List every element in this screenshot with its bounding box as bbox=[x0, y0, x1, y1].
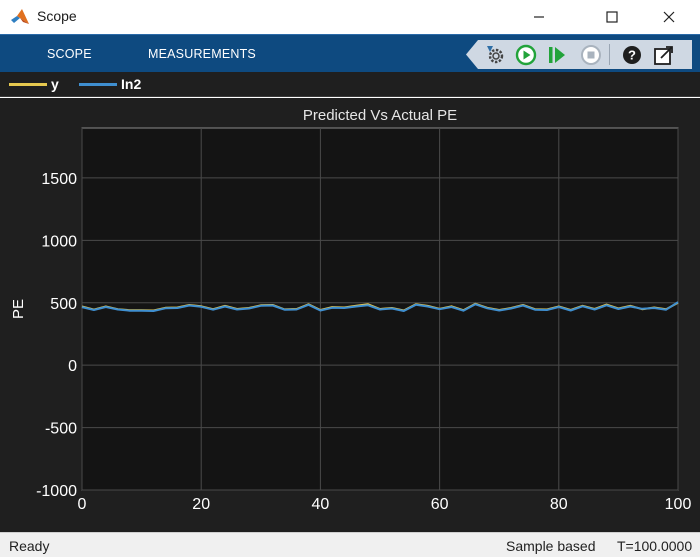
svg-text:?: ? bbox=[628, 48, 636, 63]
y-tick-label: 1000 bbox=[41, 233, 77, 250]
maximize-icon bbox=[606, 11, 618, 23]
tab-scope[interactable]: SCOPE bbox=[47, 47, 92, 61]
plot-panel: 0 20 40 60 80 100 -1000 -500 0 500 1000 1500 Predict… bbox=[0, 98, 700, 532]
run-button[interactable] bbox=[514, 43, 538, 67]
series-line-in2 bbox=[81, 301, 679, 312]
scope-chart[interactable]: 0 20 40 60 80 100 -1000 -500 0 500 1000 1500 Predict… bbox=[0, 98, 700, 532]
status-time: T=100.0000 bbox=[617, 538, 693, 554]
stop-button[interactable] bbox=[579, 43, 603, 67]
x-tick-label: 20 bbox=[192, 496, 210, 513]
help-button[interactable]: ? bbox=[620, 43, 644, 67]
run-icon bbox=[515, 44, 537, 66]
tab-measurements[interactable]: MEASUREMENTS bbox=[148, 47, 256, 61]
legend-item-in2[interactable]: In2 bbox=[79, 76, 141, 92]
y-tick-label: -1000 bbox=[36, 483, 77, 500]
settings-icon bbox=[487, 46, 504, 64]
undock-button[interactable] bbox=[652, 43, 676, 67]
undock-icon bbox=[654, 46, 673, 65]
maximize-button[interactable] bbox=[589, 0, 635, 34]
legend-label-y: y bbox=[51, 76, 59, 92]
x-tick-label: 60 bbox=[431, 496, 449, 513]
stop-icon bbox=[581, 45, 601, 65]
legend-swatch-in2 bbox=[79, 82, 117, 86]
status-mode: Sample based bbox=[506, 538, 596, 554]
step-forward-icon bbox=[549, 47, 565, 63]
legend: y In2 bbox=[0, 72, 700, 97]
x-tick-label: 100 bbox=[665, 496, 692, 513]
y-tick-label: 0 bbox=[68, 358, 77, 375]
title-bar: Scope bbox=[0, 0, 700, 34]
quick-access-toolbar: ? bbox=[466, 40, 692, 69]
x-tick-label: 80 bbox=[550, 496, 568, 513]
close-button[interactable] bbox=[646, 0, 692, 34]
toolstrip: SCOPE MEASUREMENTS bbox=[0, 34, 700, 72]
close-icon bbox=[663, 11, 675, 23]
chart-title: Predicted Vs Actual PE bbox=[303, 107, 457, 124]
y-tick-label: 1500 bbox=[41, 171, 77, 188]
legend-swatch-y bbox=[9, 82, 47, 86]
minimize-icon bbox=[534, 16, 544, 18]
window-title: Scope bbox=[37, 8, 77, 24]
settings-button[interactable] bbox=[483, 43, 507, 67]
y-tick-label: -500 bbox=[45, 421, 77, 438]
status-state: Ready bbox=[9, 538, 50, 554]
y-axis-label: PE bbox=[10, 299, 27, 319]
matlab-logo-icon bbox=[10, 7, 30, 27]
x-tick-label: 0 bbox=[78, 496, 87, 513]
y-tick-label: 500 bbox=[50, 296, 77, 313]
legend-label-in2: In2 bbox=[121, 76, 142, 92]
toolbar-separator bbox=[609, 44, 610, 65]
minimize-button[interactable] bbox=[516, 0, 562, 34]
x-tick-label: 40 bbox=[312, 496, 330, 513]
help-icon: ? bbox=[623, 46, 641, 64]
status-bar: Ready Sample based T=100.0000 bbox=[0, 532, 700, 557]
legend-item-y[interactable]: y bbox=[9, 76, 59, 92]
step-forward-button[interactable] bbox=[545, 43, 569, 67]
